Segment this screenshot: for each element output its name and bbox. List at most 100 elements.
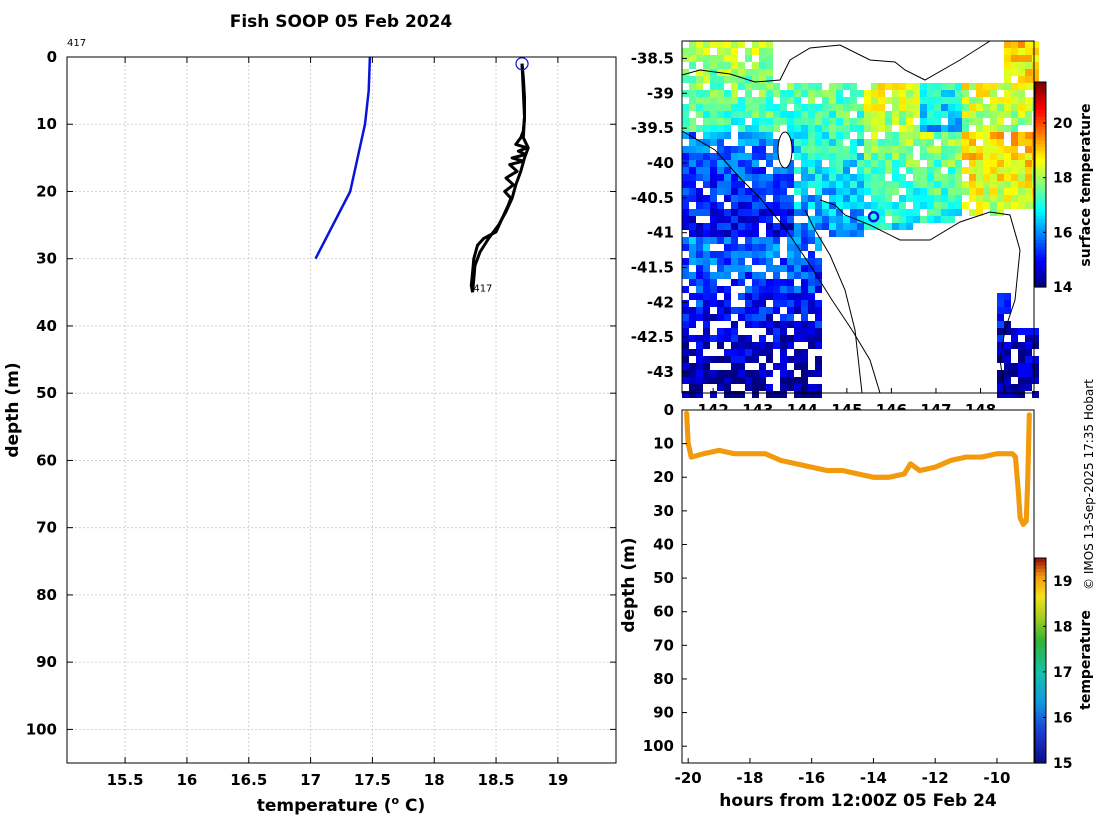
sst-pixel [892,132,899,139]
sst-colorbar-segment [1035,235,1046,240]
sst-pixel [899,83,906,90]
sst-pixel [1011,139,1018,146]
sst-pixel [934,209,941,216]
sst-pixel [857,125,864,132]
sst-pixel [682,286,689,293]
sst-pixel [738,62,745,69]
sst-pixel [983,167,990,174]
sst-pixel [1004,300,1011,307]
sst-pixel [927,90,934,97]
sst-pixel [899,216,906,223]
sst-pixel [780,195,787,202]
sst-pixel [843,181,850,188]
sst-pixel [787,314,794,321]
sst-pixel [794,153,801,160]
sst-pixel [787,279,794,286]
sst-pixel [766,153,773,160]
sst-pixel [759,363,766,370]
sst-pixel [710,209,717,216]
sst-pixel [1004,167,1011,174]
sst-pixel [871,181,878,188]
sst-pixel [822,216,829,223]
sst-pixel [759,202,766,209]
sst-pixel [766,41,773,48]
sst-pixel [752,153,759,160]
sst-pixel [1011,384,1018,391]
sst-pixel [843,167,850,174]
sst-pixel [745,174,752,181]
sst-pixel [724,69,731,76]
sst-pixel [717,139,724,146]
sst-pixel [948,216,955,223]
sst-pixel [752,209,759,216]
sst-pixel [780,174,787,181]
sst-pixel [1025,349,1032,356]
sst-pixel [787,132,794,139]
sst-pixel [710,76,717,83]
sst-pixel [801,160,808,167]
sst-pixel [724,118,731,125]
sst-pixel [689,76,696,83]
sst-pixel [1011,55,1018,62]
sst-pixel [780,314,787,321]
sst-pixel [773,125,780,132]
sst-pixel [724,55,731,62]
sst-pixel [878,90,885,97]
sst-pixel [815,370,822,377]
sst-pixel [738,181,745,188]
sst-pixel [815,314,822,321]
sst-pixel [955,195,962,202]
sst-pixel [899,111,906,118]
depth-time-y-tick-label: 10 [653,435,674,453]
sst-pixel [724,76,731,83]
sst-pixel [1004,174,1011,181]
sst-pixel [983,111,990,118]
sst-pixel [689,209,696,216]
sst-pixel [1011,342,1018,349]
sst-pixel [997,342,1004,349]
sst-pixel [731,216,738,223]
sst-pixel [773,167,780,174]
sst-pixel [1004,356,1011,363]
temperature-colorbar-segment [1035,694,1046,699]
sst-pixel [787,265,794,272]
sst-pixel [703,90,710,97]
sst-pixel [948,111,955,118]
sst-pixel [731,69,738,76]
coastline [804,209,863,394]
sst-pixel [689,244,696,251]
sst-pixel [682,209,689,216]
sst-pixel [689,125,696,132]
sst-pixel [815,391,822,398]
sst-pixel [745,300,752,307]
sst-pixel [759,188,766,195]
sst-pixel [759,279,766,286]
sst-pixel [752,139,759,146]
sst-pixel [773,286,780,293]
sst-pixel [815,174,822,181]
sst-pixel [1025,139,1032,146]
sst-pixel [892,160,899,167]
sst-pixel [836,160,843,167]
sst-pixel [906,104,913,111]
sst-pixel [787,202,794,209]
sst-pixel [1025,48,1032,55]
sst-pixel [766,209,773,216]
sst-pixel [899,139,906,146]
sst-pixel [871,104,878,111]
sst-pixel [941,209,948,216]
sst-pixel [745,111,752,118]
sst-pixel [752,356,759,363]
temperature-colorbar-segment [1035,568,1046,573]
sst-pixel [745,293,752,300]
sst-pixel [976,83,983,90]
temperature-colorbar-segment [1035,711,1046,716]
sst-pixel [1018,83,1025,90]
sst-pixel [759,258,766,265]
sst-pixel [787,384,794,391]
sst-pixel [787,293,794,300]
profile-x-tick-label: 16 [177,771,198,789]
sst-pixel [934,90,941,97]
sst-pixel [885,118,892,125]
sst-colorbar-segment [1035,249,1046,254]
